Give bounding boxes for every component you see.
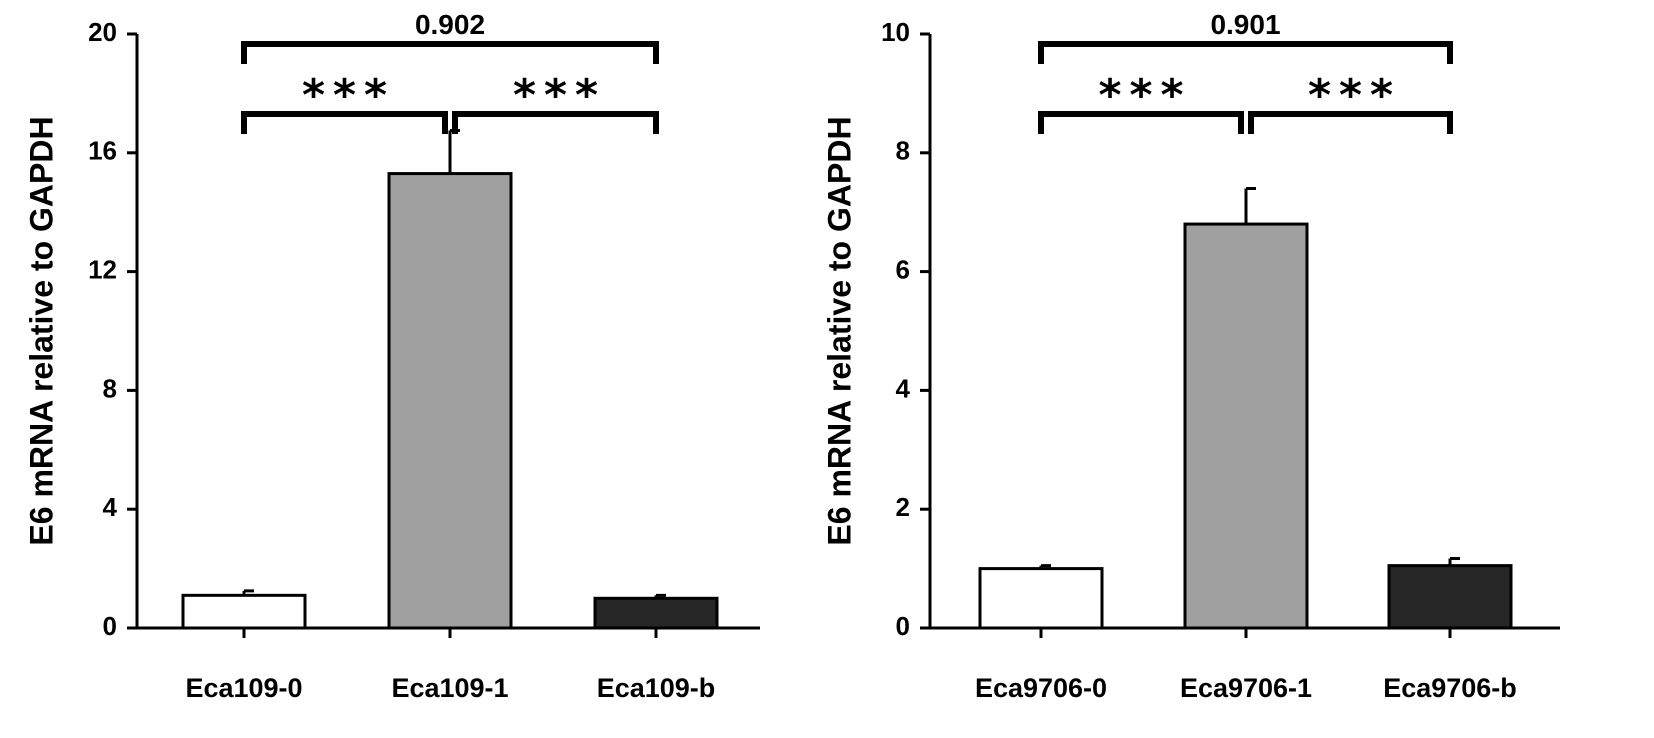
x-tick-label: Eca9706-1 xyxy=(1180,673,1312,703)
y-tick-label: 0 xyxy=(103,611,117,641)
bar xyxy=(387,172,513,630)
y-tick-label: 6 xyxy=(896,254,910,284)
significance-bracket xyxy=(1248,111,1453,134)
y-tick-label: 20 xyxy=(88,17,117,47)
y-tick-label: 8 xyxy=(896,136,910,166)
chart-panel-eca9706: E6 mRNA relative to GAPDH 0 2 4 6 8 10 Eca9706-… xyxy=(821,9,1560,703)
x-tick-label: Eca109-b xyxy=(597,673,716,703)
significance-label: *** xyxy=(302,70,395,121)
error-bar xyxy=(448,129,460,174)
significance-bracket xyxy=(1038,41,1453,64)
significance-label: *** xyxy=(1308,70,1401,121)
x-tick-label: Eca9706-0 xyxy=(975,673,1107,703)
significance-bracket xyxy=(1038,111,1244,134)
x-tick-label: Eca109-1 xyxy=(391,673,508,703)
y-tick-label: 0 xyxy=(896,611,910,641)
bar xyxy=(181,593,307,630)
bar xyxy=(978,567,1104,630)
x-tick-label: Eca109-0 xyxy=(185,673,302,703)
error-bar xyxy=(1448,557,1460,566)
y-tick-label: 10 xyxy=(881,17,910,47)
y-tick-label: 4 xyxy=(896,373,911,403)
bar xyxy=(1183,222,1309,630)
y-tick-label: 8 xyxy=(103,373,117,403)
significance-label: *** xyxy=(513,70,606,121)
y-tick-label: 16 xyxy=(88,136,117,166)
significance-label: 0.901 xyxy=(1210,9,1280,40)
chart-panel-eca109: E6 mRNA relative to GAPDH 0 4 8 12 16 20 Eca109… xyxy=(23,9,760,703)
bar xyxy=(1387,564,1513,630)
y-tick-label: 4 xyxy=(103,492,118,522)
y-tick-label: 12 xyxy=(88,254,117,284)
significance-bracket xyxy=(452,111,659,134)
y-axis-label: E6 mRNA relative to GAPDH xyxy=(821,116,857,545)
y-tick-label: 2 xyxy=(896,492,910,522)
error-bar xyxy=(242,589,254,596)
x-tick-label: Eca9706-b xyxy=(1383,673,1517,703)
bar xyxy=(593,596,719,630)
significance-bracket xyxy=(241,111,448,134)
error-bar xyxy=(1039,564,1051,569)
significance-bracket xyxy=(241,41,659,64)
y-axis-label: E6 mRNA relative to GAPDH xyxy=(23,116,59,545)
significance-label: 0.902 xyxy=(415,9,485,40)
significance-label: *** xyxy=(1098,70,1191,121)
error-bar xyxy=(654,593,666,599)
error-bar xyxy=(1244,186,1256,225)
